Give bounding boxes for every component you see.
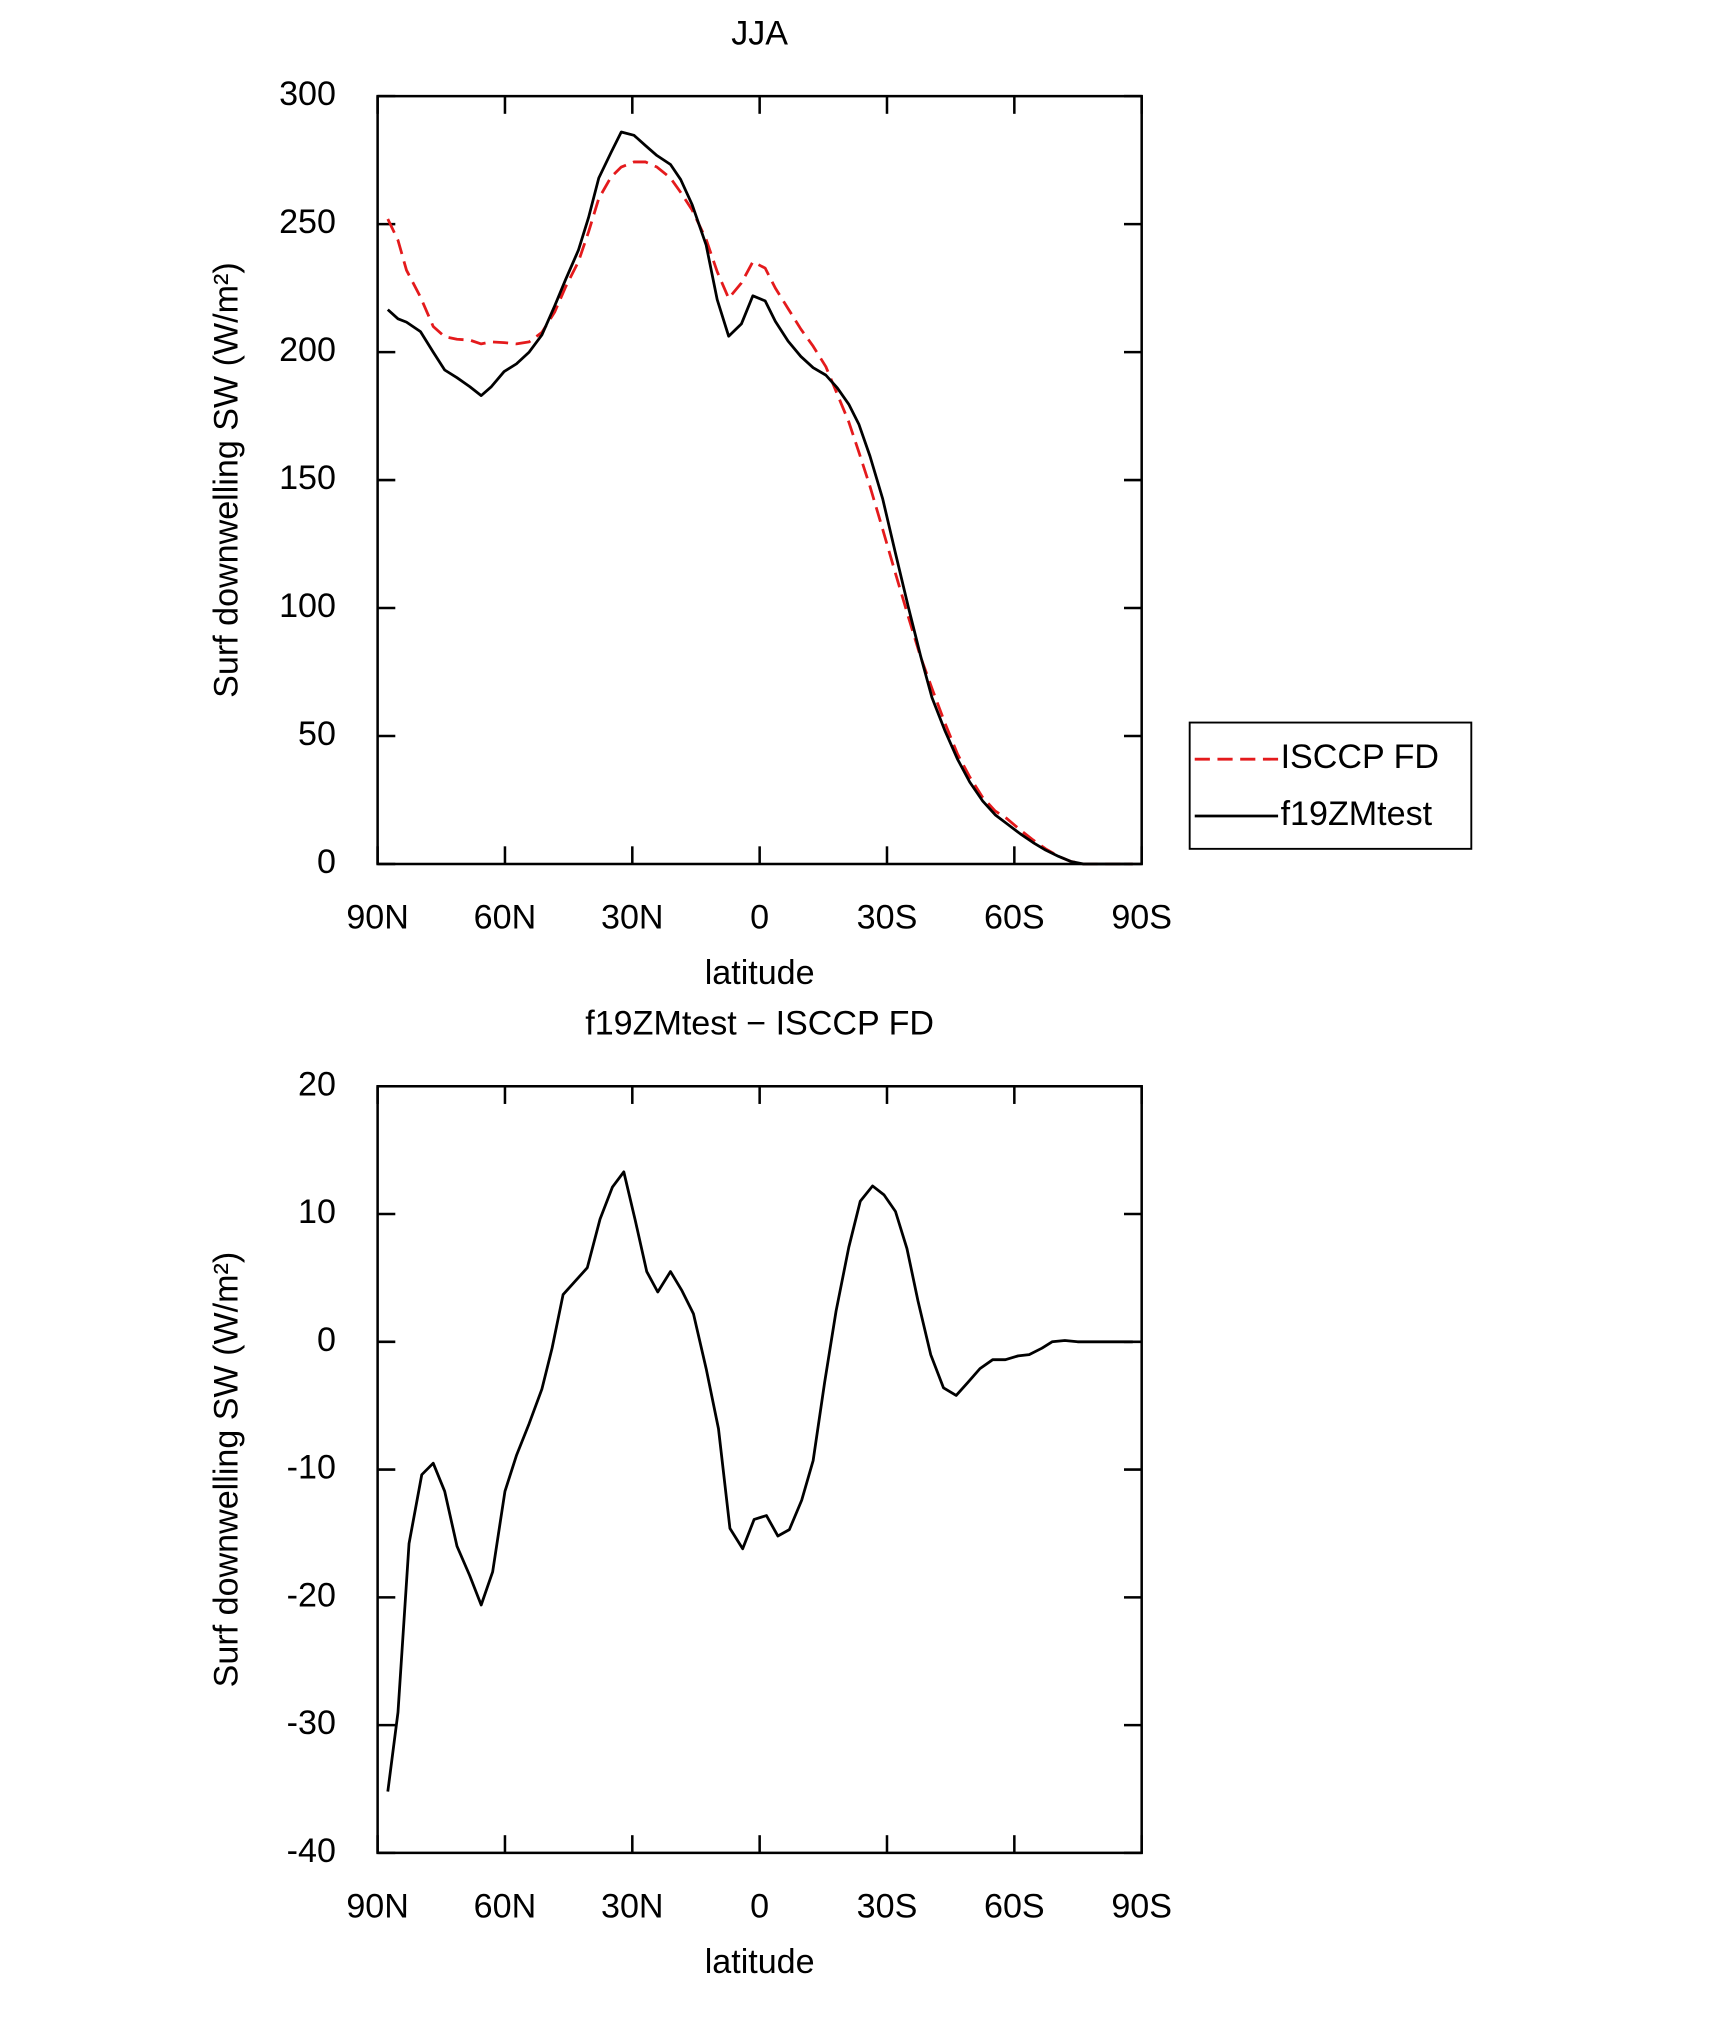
y-tick-label: 300: [279, 75, 336, 113]
x-axis-label: latitude: [705, 1943, 815, 1981]
y-tick-label: 0: [317, 1321, 336, 1359]
x-tick-label: 60S: [984, 1887, 1045, 1925]
x-tick-label: 90S: [1111, 899, 1172, 937]
chart-title: JJA: [731, 15, 788, 53]
y-tick-label: -40: [287, 1832, 336, 1870]
legend-label: f19ZMtest: [1281, 795, 1433, 833]
x-tick-label: 90N: [346, 899, 409, 937]
x-tick-label: 30S: [857, 899, 918, 937]
plot-frame: [376, 94, 1143, 866]
y-axis-label: Surf downwelling SW (W/m²): [208, 1252, 246, 1688]
data-line: [386, 1170, 1133, 1792]
chart-title: f19ZMtest − ISCCP FD: [585, 1005, 934, 1043]
y-tick-label: 150: [279, 459, 336, 497]
x-tick-label: 0: [750, 1887, 769, 1925]
y-tick-label: -10: [287, 1449, 336, 1487]
x-tick-label: 30S: [857, 1887, 918, 1925]
data-line: [386, 160, 1133, 866]
x-tick-label: 30N: [601, 899, 664, 937]
data-line: [386, 130, 1133, 866]
y-axis-label: Surf downwelling SW (W/m²): [208, 262, 246, 698]
x-tick-label: 60N: [474, 1887, 537, 1925]
x-tick-label: 90N: [346, 1887, 409, 1925]
x-axis-label: latitude: [705, 954, 815, 992]
x-tick-label: 30N: [601, 1887, 664, 1925]
y-tick-label: 20: [298, 1065, 336, 1103]
legend-label: ISCCP FD: [1281, 738, 1439, 776]
y-tick-label: 50: [298, 715, 336, 753]
y-tick-label: 0: [317, 843, 336, 881]
plot-frame: [376, 1085, 1143, 1855]
x-tick-label: 60S: [984, 899, 1045, 937]
x-tick-label: 0: [750, 899, 769, 937]
x-tick-label: 60N: [474, 899, 537, 937]
y-tick-label: 200: [279, 331, 336, 369]
y-tick-label: 10: [298, 1193, 336, 1231]
y-tick-label: -30: [287, 1704, 336, 1742]
y-tick-label: -20: [287, 1576, 336, 1614]
y-tick-label: 250: [279, 203, 336, 241]
x-tick-label: 90S: [1111, 1887, 1172, 1925]
legend-box: [1188, 721, 1473, 850]
y-tick-label: 100: [279, 587, 336, 625]
